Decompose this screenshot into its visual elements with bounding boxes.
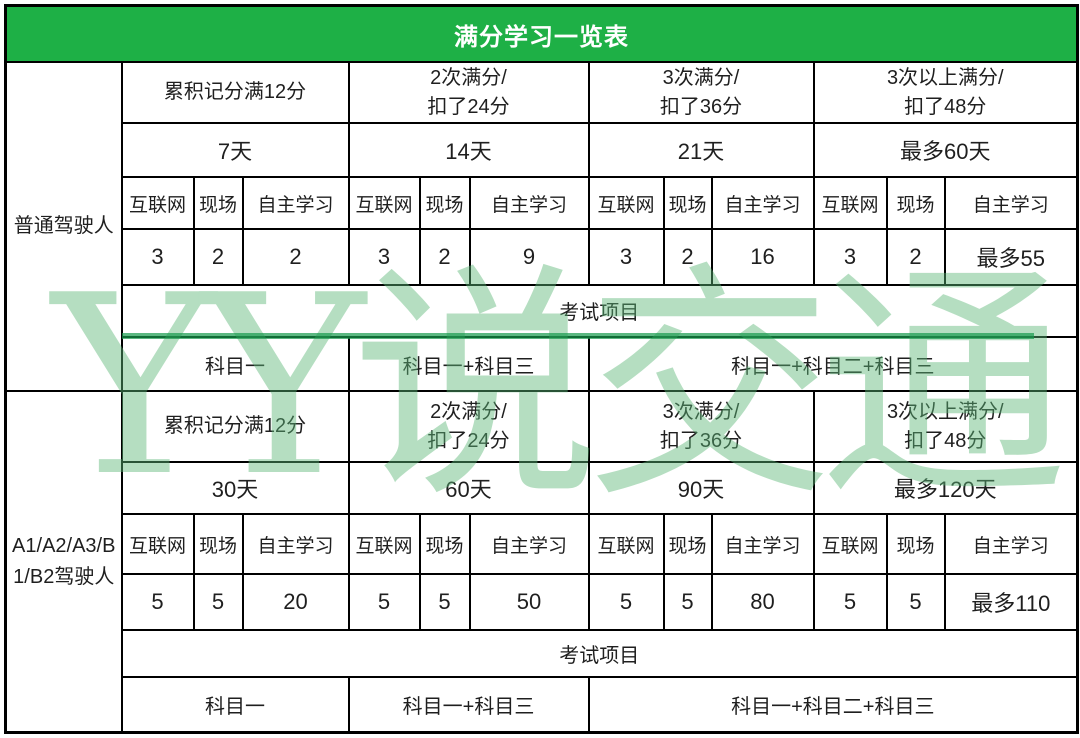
channel-header-onsite: 现场 <box>885 176 946 231</box>
condition-header-cell: 3次以上满分/ 扣了48分 <box>812 390 1079 463</box>
hours-cell: 5 <box>885 573 946 631</box>
channel-header-onsite: 现场 <box>885 513 946 576</box>
hours-cell: 5 <box>812 573 888 631</box>
channel-header-internet: 互联网 <box>347 513 421 576</box>
hours-cell: 3 <box>120 228 195 286</box>
condition-line: 扣了48分 <box>904 429 987 452</box>
days-cell: 最多60天 <box>812 121 1079 179</box>
subjects-cell: 科目一 <box>120 676 350 734</box>
channel-header-onsite: 现场 <box>418 513 471 576</box>
condition-line: 扣了36分 <box>659 95 743 118</box>
subjects-cell: 科目一+科目三 <box>347 676 590 734</box>
condition-line: 2次满分/ <box>430 400 507 423</box>
driver-type-cell: A1/A2/A3/B1/B2驾驶人 <box>4 390 123 734</box>
hours-cell: 20 <box>241 573 350 631</box>
condition-header-cell: 2次满分/ 扣了24分 <box>347 390 590 463</box>
subjects-cell: 科目一 <box>120 335 350 393</box>
channel-header-self: 自主学习 <box>241 176 350 231</box>
days-cell: 60天 <box>347 460 590 516</box>
channel-header-internet: 互联网 <box>587 176 665 231</box>
condition-line: 2次满分/ <box>430 66 507 89</box>
hours-cell: 2 <box>418 228 471 286</box>
subjects-cell: 科目一+科目三 <box>347 335 590 393</box>
hours-cell: 5 <box>418 573 471 631</box>
channel-header-self: 自主学习 <box>468 176 590 231</box>
page-title: 满分学习一览表 <box>4 4 1079 64</box>
hours-cell: 9 <box>468 228 590 286</box>
channel-header-self: 自主学习 <box>468 513 590 576</box>
hours-cell: 5 <box>587 573 665 631</box>
channel-header-internet: 互联网 <box>120 176 195 231</box>
channel-header-onsite: 现场 <box>192 176 244 231</box>
channel-header-internet: 互联网 <box>587 513 665 576</box>
hours-cell: 80 <box>710 573 815 631</box>
hours-cell: 2 <box>241 228 350 286</box>
condition-line: 扣了24分 <box>427 429 510 452</box>
subjects-cell: 科目一+科目二+科目三 <box>587 676 1079 734</box>
channel-header-internet: 互联网 <box>812 513 888 576</box>
days-cell: 30天 <box>120 460 350 516</box>
channel-header-self: 自主学习 <box>943 176 1079 231</box>
days-cell: 7天 <box>120 121 350 179</box>
hours-cell: 50 <box>468 573 590 631</box>
channel-header-onsite: 现场 <box>662 176 713 231</box>
days-cell: 21天 <box>587 121 815 179</box>
channel-header-self: 自主学习 <box>241 513 350 576</box>
full-score-study-table: 满分学习一览表 普通驾驶人 累积记分满12分 2次满分/ 扣了24分 3次满分/… <box>4 4 1080 734</box>
driver-type-cell: 普通驾驶人 <box>4 61 123 393</box>
channel-header-onsite: 现场 <box>192 513 244 576</box>
subjects-cell: 科目一+科目二+科目三 <box>587 335 1079 393</box>
channel-header-internet: 互联网 <box>812 176 888 231</box>
channel-header-internet: 互联网 <box>120 513 195 576</box>
channel-header-onsite: 现场 <box>418 176 471 231</box>
condition-line: 扣了24分 <box>427 95 510 118</box>
condition-line: 3次以上满分/ <box>886 66 1004 89</box>
condition-header-cell: 2次满分/ 扣了24分 <box>347 61 590 124</box>
hours-cell: 5 <box>347 573 421 631</box>
condition-line: 3次满分/ <box>662 400 740 423</box>
condition-header-cell: 累积记分满12分 <box>120 390 350 463</box>
channel-header-onsite: 现场 <box>662 513 713 576</box>
study-table: 满分学习一览表 普通驾驶人 累积记分满12分 2次满分/ 扣了24分 3次满分/… <box>4 4 1080 734</box>
condition-line: 累积记分满12分 <box>163 415 307 438</box>
condition-header-cell: 3次满分/ 扣了36分 <box>587 61 815 124</box>
condition-header-cell: 3次以上满分/ 扣了48分 <box>812 61 1079 124</box>
channel-header-self: 自主学习 <box>943 513 1079 576</box>
condition-line: 扣了36分 <box>659 429 743 452</box>
condition-line: 3次满分/ <box>662 66 740 89</box>
condition-line: 3次以上满分/ <box>886 400 1004 423</box>
channel-header-self: 自主学习 <box>710 513 815 576</box>
channel-header-self: 自主学习 <box>710 176 815 231</box>
hours-cell: 3 <box>587 228 665 286</box>
condition-line: 累积记分满12分 <box>163 81 307 104</box>
channel-header-internet: 互联网 <box>347 176 421 231</box>
hours-cell: 5 <box>662 573 713 631</box>
hours-cell: 5 <box>192 573 244 631</box>
hours-cell: 16 <box>710 228 815 286</box>
hours-cell: 2 <box>192 228 244 286</box>
condition-line: 扣了48分 <box>904 95 987 118</box>
days-cell: 90天 <box>587 460 815 516</box>
exam-items-cell: 考试项目 <box>120 283 1079 338</box>
condition-header-cell: 3次满分/ 扣了36分 <box>587 390 815 463</box>
hours-cell: 最多110 <box>943 573 1079 631</box>
hours-cell: 5 <box>120 573 195 631</box>
hours-cell: 3 <box>812 228 888 286</box>
days-cell: 14天 <box>347 121 590 179</box>
days-cell: 最多120天 <box>812 460 1079 516</box>
exam-items-cell: 考试项目 <box>120 628 1079 679</box>
condition-header-cell: 累积记分满12分 <box>120 61 350 124</box>
hours-cell: 最多55 <box>943 228 1079 286</box>
hours-cell: 3 <box>347 228 421 286</box>
hours-cell: 2 <box>662 228 713 286</box>
hours-cell: 2 <box>885 228 946 286</box>
